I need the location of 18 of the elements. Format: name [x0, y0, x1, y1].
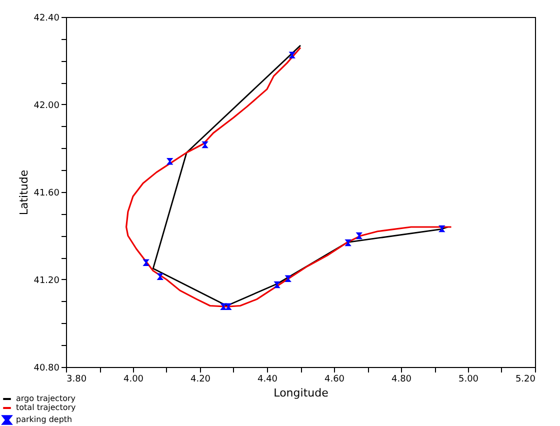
- y-tick-label: 41.60: [34, 188, 60, 198]
- x-tick-label: 4.80: [391, 374, 412, 384]
- x-tick-label: 4.60: [324, 374, 345, 384]
- legend-label: total trajectory: [16, 403, 76, 412]
- x-tick-label: 5.20: [515, 374, 536, 384]
- y-tick-label: 40.80: [34, 364, 60, 374]
- y-tick-label: 41.20: [34, 276, 60, 286]
- y-axis-title: Latitude: [18, 170, 31, 216]
- x-tick-label: 4.40: [257, 374, 278, 384]
- y-tick-label: 42.00: [34, 101, 60, 111]
- legend-label: argo trajectory: [16, 394, 76, 403]
- x-tick-label: 3.80: [66, 374, 87, 384]
- x-axis-title: Longitude: [274, 386, 329, 400]
- y-tick-label: 42.40: [34, 14, 60, 24]
- x-tick-label: 5.00: [458, 374, 479, 384]
- x-tick-label: 4.20: [190, 374, 211, 384]
- x-tick-label: 4.00: [123, 374, 144, 384]
- legend-label: parking depth: [16, 415, 72, 424]
